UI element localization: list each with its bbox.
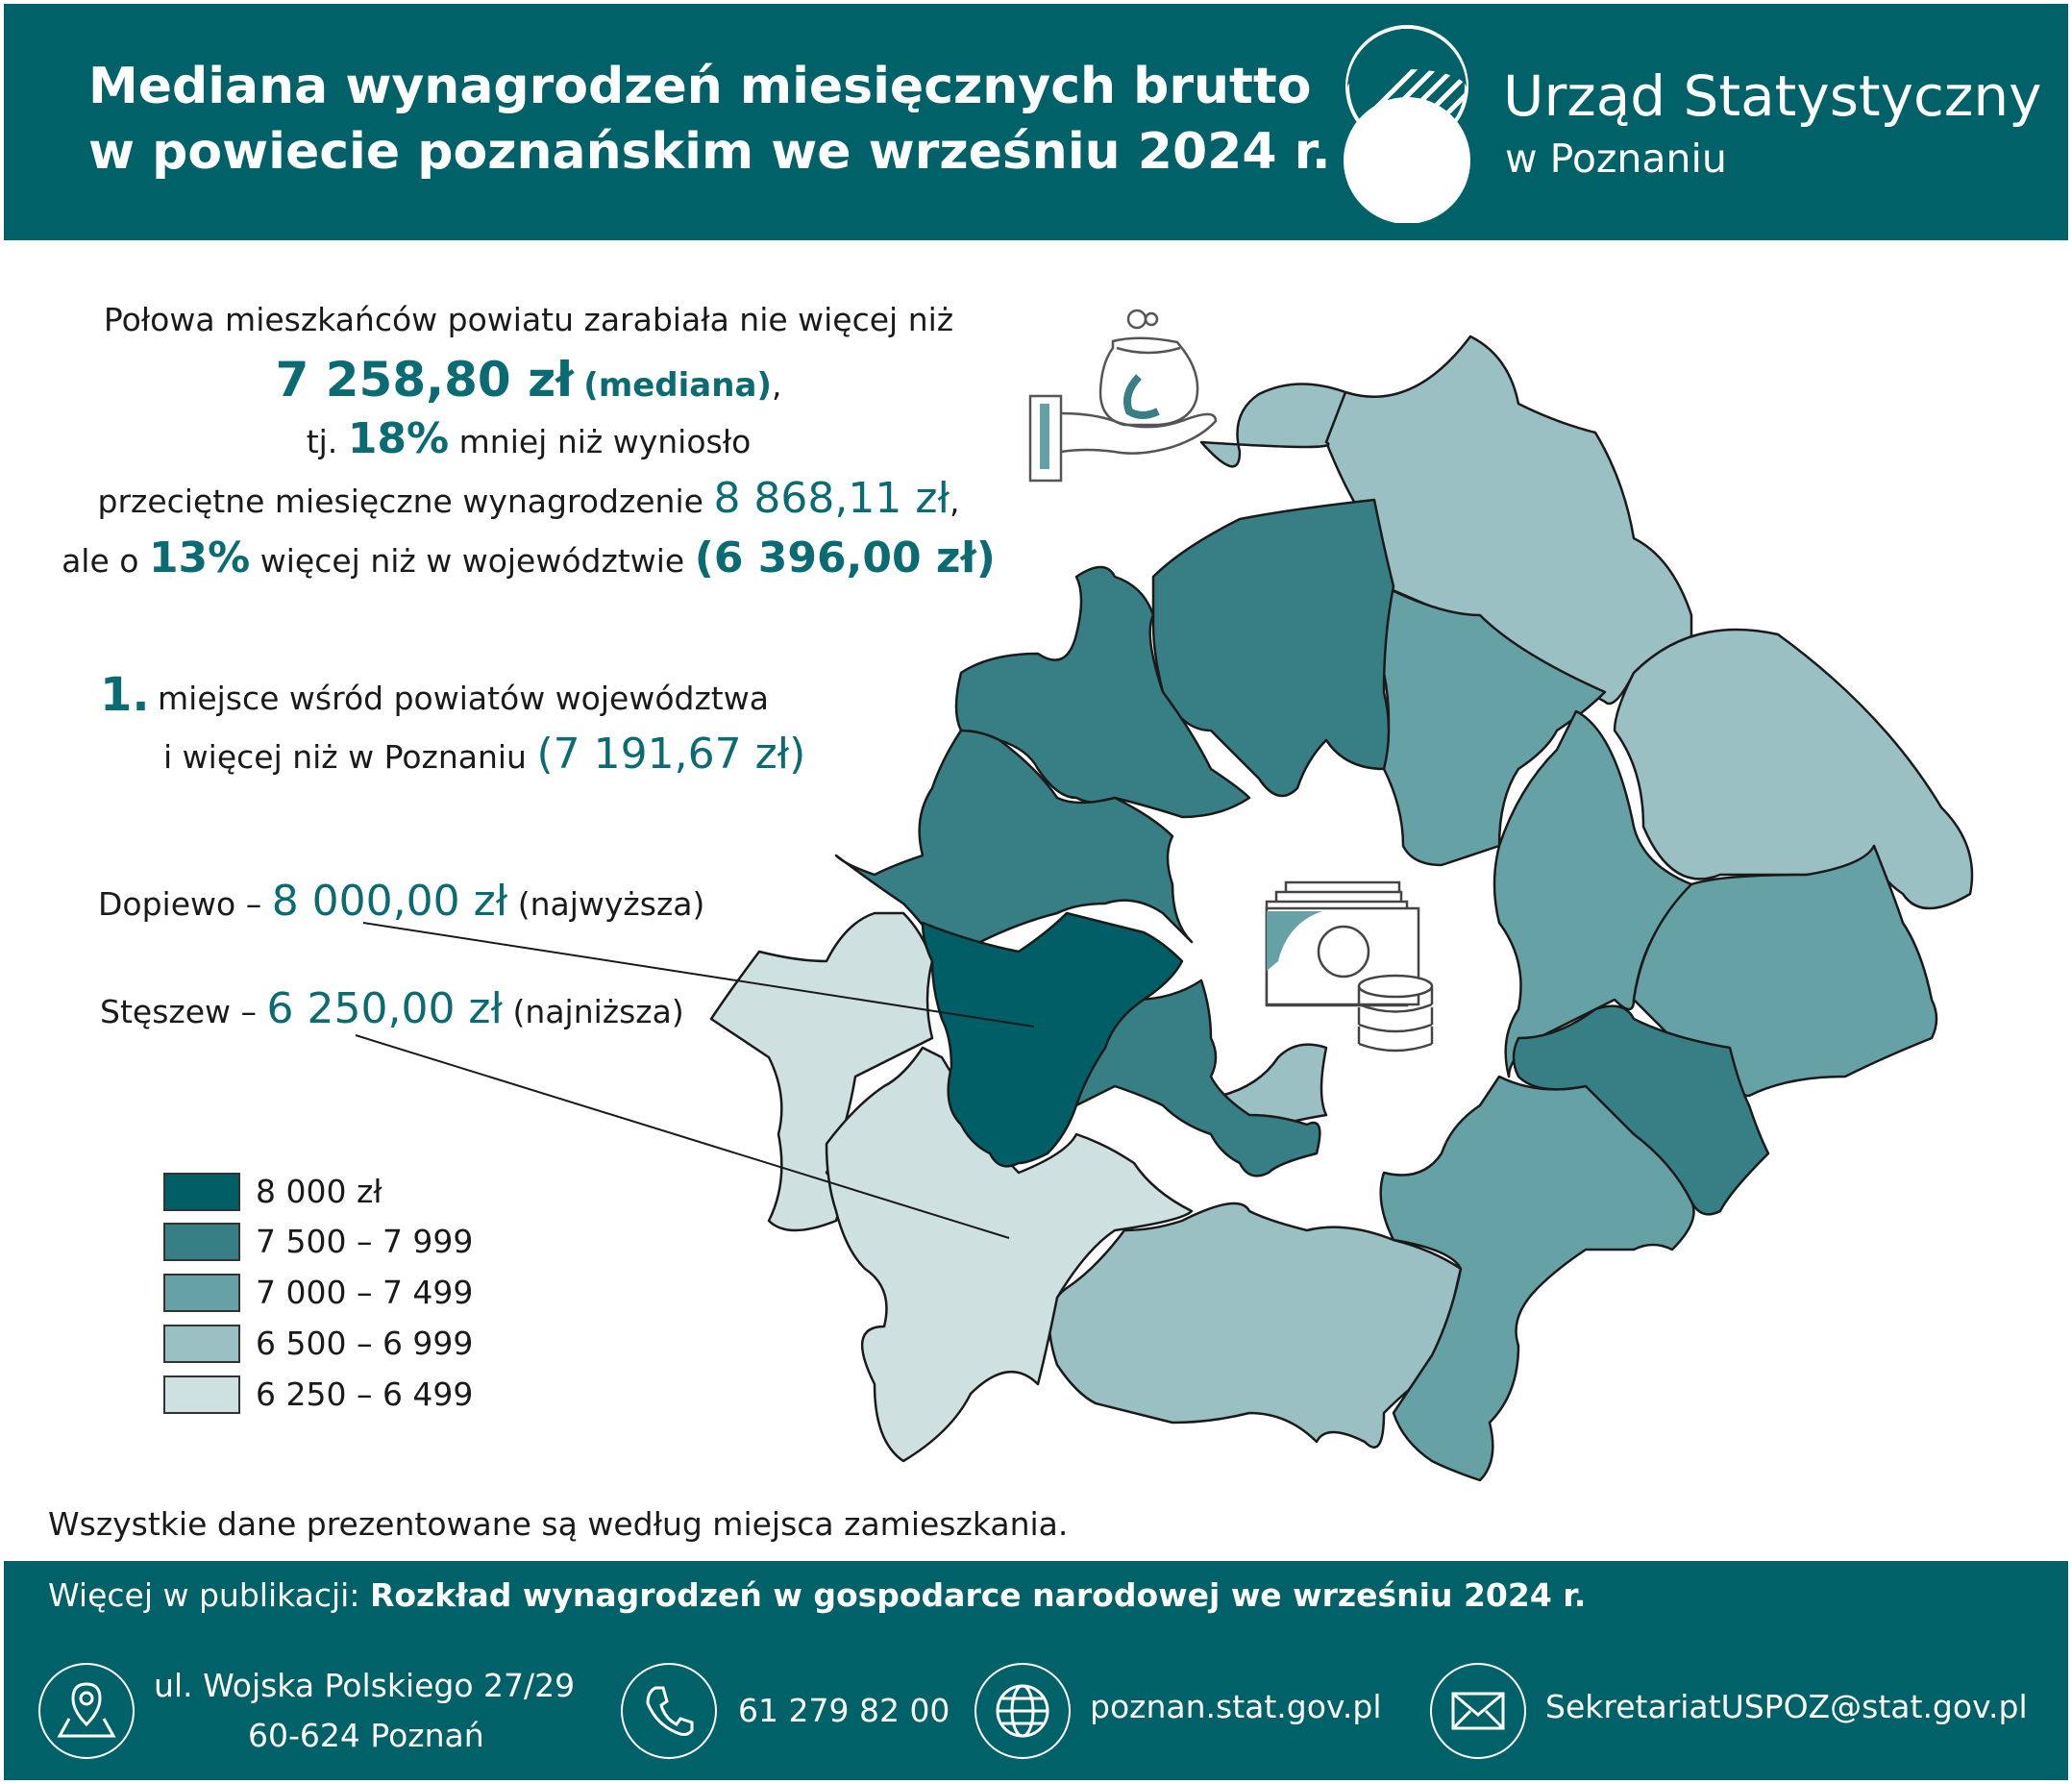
region-komorniki: [1074, 979, 1321, 1177]
legend-item: 8 000 zł: [161, 1171, 546, 1213]
money-hand-icon: [1028, 309, 1218, 483]
median-value: 7 258,80 zł: [275, 352, 574, 408]
globe-icon: [974, 1663, 1071, 1759]
region-tarnowo-podgorne: [954, 565, 1251, 819]
location-pin-icon: [38, 1663, 135, 1759]
banknotes-coins-icon: [1265, 880, 1434, 1053]
summary-line-5: ale o 13% więcej niż w województwie (6 3…: [48, 529, 1009, 588]
region-steszew: [825, 1046, 1194, 1463]
region-suchy-las: [1382, 584, 1607, 867]
legend-label: 7 000 – 7 499: [256, 1274, 474, 1311]
summary-line-2: 7 258,80 zł (mediana),: [48, 350, 1009, 409]
steszew-note: (najniższa): [512, 993, 684, 1030]
legend-item: 7 000 – 7 499: [161, 1272, 546, 1314]
dopiewo-label: Dopiewo – 8 000,00 zł (najwyższa): [98, 877, 704, 926]
rank-number: 1.: [100, 668, 150, 722]
dopiewo-pointer: [362, 922, 1035, 1028]
publication-link[interactable]: Więcej w publikacji: Rozkład wynagrodzeń…: [48, 1576, 1586, 1614]
summary-block: Połowa mieszkańców powiatu zarabiała nie…: [48, 290, 1009, 588]
median-comma: ,: [771, 366, 782, 404]
legend-swatch: [163, 1325, 240, 1363]
data-note: Wszystkie dane prezentowane są według mi…: [48, 1505, 1069, 1543]
summary-line-3: tj. 18% mniej niż wyniosło: [48, 409, 1009, 469]
legend-swatch: [163, 1223, 240, 1261]
voiv-value: (6 396,00 zł): [694, 533, 996, 582]
steszew-label: Stęszew – 6 250,00 zł (najniższa): [100, 984, 684, 1033]
rank-line-2-pre: i więcej niż w Poznaniu: [163, 738, 527, 776]
region-czerwonak: [1199, 383, 1347, 468]
logo-icon: [1344, 25, 1470, 223]
rank-line-2: i więcej niż w Poznaniu (7 191,67 zł): [163, 727, 805, 785]
website-link[interactable]: poznan.stat.gov.pl: [1090, 1688, 1382, 1725]
legend-swatch: [163, 1173, 240, 1211]
pct-more: 13%: [148, 533, 251, 582]
legend-label: 6 250 – 6 499: [256, 1375, 474, 1413]
legend-label: 7 500 – 7 999: [256, 1223, 474, 1260]
steszew-pointer: [355, 1034, 1010, 1239]
legend-swatch: [163, 1375, 240, 1414]
title-line-1: Mediana wynagrodzeń miesięcznych brutto: [88, 58, 1312, 115]
poznan-value: (7 191,67 zł): [536, 730, 806, 779]
summary-line-1: Połowa mieszkańców powiatu zarabiała nie…: [103, 301, 954, 338]
avg-value: 8 868,11 zł: [713, 474, 950, 523]
legend-label: 6 500 – 6 999: [256, 1325, 474, 1362]
summary-line-4: przeciętne miesięczne wynagrodzenie 8 86…: [48, 469, 1009, 529]
header-bar: [4, 4, 2068, 240]
summary-line-3-post: mniej niż wyniosło: [458, 423, 752, 460]
dopiewo-name: Dopiewo –: [98, 885, 262, 923]
logo-subtitle: w Poznaniu: [1505, 136, 1727, 182]
steszew-value: 6 250,00 zł: [266, 984, 504, 1033]
summary-line-3-pre: tj.: [306, 423, 338, 460]
summary-line-4-pre: przeciętne miesięczne wynagrodzenie: [97, 483, 703, 520]
legend-item: 6 250 – 6 499: [161, 1374, 546, 1416]
legend-label: 8 000 zł: [256, 1173, 382, 1210]
median-label: (mediana): [583, 366, 772, 405]
title-line-2: w powiecie poznańskim we wrześniu 2024 r…: [88, 123, 1331, 181]
publication-title[interactable]: Rozkład wynagrodzeń w gospodarce narodow…: [369, 1576, 1587, 1614]
page-title: Mediana wynagrodzeń miesięcznych brutto …: [88, 54, 1338, 185]
dopiewo-note: (najwyższa): [517, 885, 705, 923]
publication-prefix: Więcej w publikacji:: [48, 1576, 360, 1614]
dopiewo-value: 8 000,00 zł: [271, 877, 508, 926]
avg-comma: ,: [949, 483, 960, 520]
legend-item: 7 500 – 7 999: [161, 1221, 546, 1263]
legend-item: 6 500 – 6 999: [161, 1323, 546, 1365]
envelope-icon: [1430, 1663, 1526, 1759]
address-line-1: ul. Wojska Polskiego 27/29: [154, 1667, 576, 1704]
region-dopiewo: [921, 911, 1184, 1168]
legend-swatch: [163, 1274, 240, 1312]
address-line-2: 60-624 Poznań: [248, 1717, 484, 1754]
logo-name: Urząd Statystyczny: [1503, 63, 2042, 129]
summary-line-5-post: więcej niż w województwie: [259, 542, 685, 580]
region-buk: [709, 911, 934, 1232]
region-czerwonak-south: [1512, 1004, 1770, 1216]
region-kaznierz: [834, 729, 1194, 954]
pct-less: 18%: [347, 414, 450, 463]
summary-line-5-pre: ale o: [62, 542, 139, 580]
rank-line-1: miejsce wśród powiatów województwa: [158, 680, 769, 717]
phone-icon: [621, 1663, 717, 1759]
email-link[interactable]: SekretariatUSPOZ@stat.gov.pl: [1545, 1688, 2028, 1725]
region-pobiedziska: [1613, 628, 1974, 910]
steszew-name: Stęszew –: [100, 993, 257, 1030]
phone-number[interactable]: 61 279 82 00: [738, 1692, 950, 1729]
